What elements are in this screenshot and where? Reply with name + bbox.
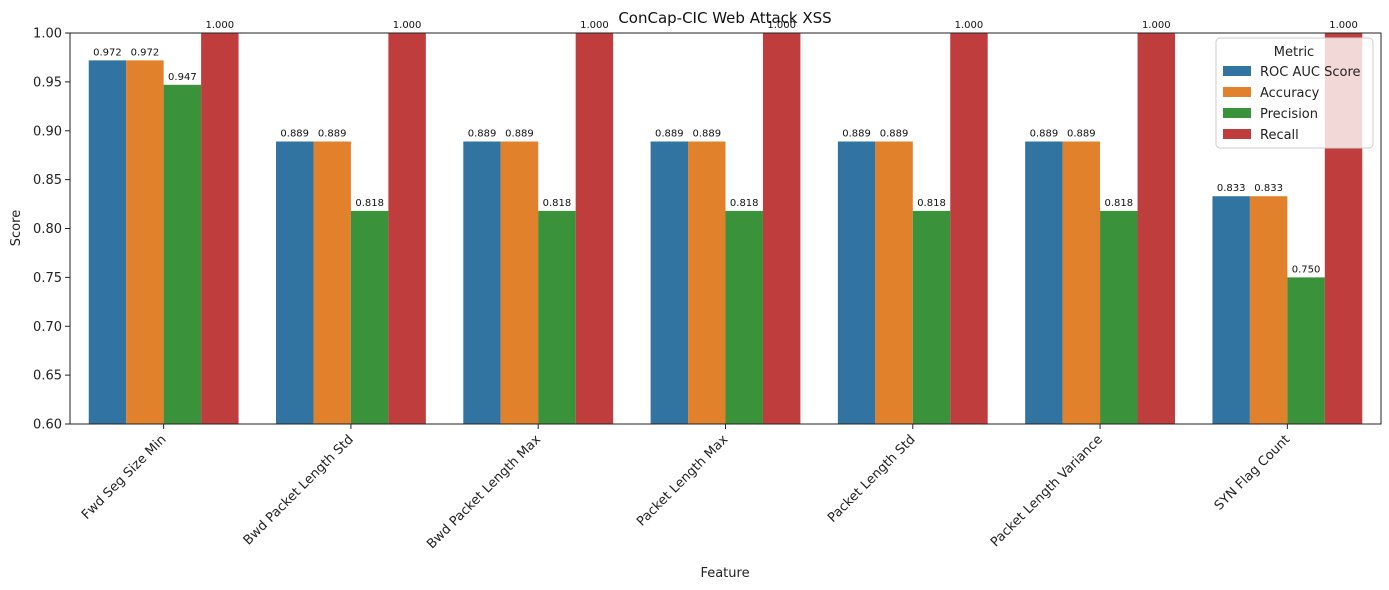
data-label: 0.889 (842, 129, 871, 140)
bar (163, 84, 202, 424)
bar (762, 33, 801, 424)
bar (313, 141, 351, 424)
legend-swatch (1223, 108, 1251, 118)
data-label: 1.000 (393, 20, 422, 31)
bar (388, 33, 426, 424)
y-axis: 0.60 0.65 0.70 0.75 0.80 0.85 0.90 0.95 1.00 (33, 27, 70, 433)
data-label: 1.000 (580, 20, 609, 31)
legend-label: ROC AUC Score (1260, 65, 1361, 80)
y-tick-label: 0.65 (33, 369, 62, 384)
legend: Metric ROC AUC Score Accuracy Precision Rec… (1215, 37, 1374, 149)
bar (575, 33, 614, 424)
bar (950, 33, 988, 424)
data-label: 0.889 (1030, 129, 1059, 140)
bar (650, 141, 689, 424)
data-label: 0.972 (131, 47, 160, 58)
y-tick-label: 0.95 (33, 75, 62, 90)
bar (463, 141, 501, 424)
legend-label: Recall (1260, 128, 1299, 143)
data-label: 0.818 (355, 198, 384, 209)
bar (1137, 33, 1175, 424)
y-tick-label: 0.75 (33, 271, 62, 286)
bar (837, 141, 876, 424)
data-label: 0.833 (1217, 183, 1246, 194)
bar (500, 141, 539, 424)
bar (725, 210, 763, 424)
legend-title: Metric (1274, 45, 1314, 60)
data-label: 1.000 (1329, 20, 1358, 31)
data-label: 0.818 (730, 198, 759, 209)
bar (1025, 141, 1063, 424)
data-label: 0.972 (93, 47, 122, 58)
bar (201, 33, 239, 424)
y-tick-label: 0.60 (33, 418, 62, 433)
data-label: 0.818 (917, 198, 946, 209)
chart-title: ConCap-CIC Web Attack XSS (618, 9, 831, 27)
data-label: 0.818 (1104, 198, 1133, 209)
y-axis-title: Score (9, 210, 24, 246)
bar (1100, 210, 1138, 424)
bar (1212, 196, 1250, 424)
bar (276, 141, 314, 424)
data-label: 0.889 (505, 129, 534, 140)
y-tick-label: 0.85 (33, 173, 62, 188)
bar (912, 210, 951, 424)
bar (875, 141, 913, 424)
data-label: 1.000 (955, 20, 984, 31)
bar (1287, 277, 1325, 425)
data-label: 1.000 (206, 20, 235, 31)
data-label: 0.833 (1254, 183, 1283, 194)
data-label: 1.000 (1142, 20, 1171, 31)
data-label: 0.889 (468, 129, 497, 140)
data-label: 0.889 (280, 129, 309, 140)
data-label: 0.750 (1292, 264, 1321, 275)
y-tick-label: 0.70 (33, 320, 62, 335)
data-label: 0.889 (692, 129, 721, 140)
y-tick-label: 1.00 (33, 27, 62, 42)
legend-swatch (1223, 129, 1251, 139)
legend-swatch (1223, 87, 1251, 97)
bar (688, 141, 726, 424)
legend-swatch (1223, 66, 1251, 76)
data-label: 0.889 (880, 129, 909, 140)
x-axis-title: Feature (700, 566, 749, 581)
data-label: 0.818 (543, 198, 572, 209)
bar (126, 60, 164, 425)
legend-label: Precision (1260, 107, 1318, 122)
data-label: 1.000 (767, 20, 796, 31)
bar (1249, 196, 1288, 424)
bars-group (88, 33, 1363, 425)
bar (1062, 141, 1101, 424)
legend-label: Accuracy (1260, 86, 1320, 101)
data-labels-group: 0.972 0.972 0.947 1.000 0.889 0.889 0.818 1.000… (93, 20, 1358, 275)
data-label: 0.889 (655, 129, 684, 140)
legend-box (1215, 37, 1374, 149)
bar (538, 210, 576, 424)
y-tick-label: 0.80 (33, 222, 62, 237)
data-label: 0.947 (168, 72, 197, 83)
legend-items: ROC AUC Score Accuracy Precision Recall (1223, 65, 1361, 143)
bar (88, 60, 127, 425)
bar (350, 210, 389, 424)
data-label: 0.889 (1067, 129, 1096, 140)
data-label: 0.889 (318, 129, 347, 140)
y-tick-label: 0.90 (33, 124, 62, 139)
